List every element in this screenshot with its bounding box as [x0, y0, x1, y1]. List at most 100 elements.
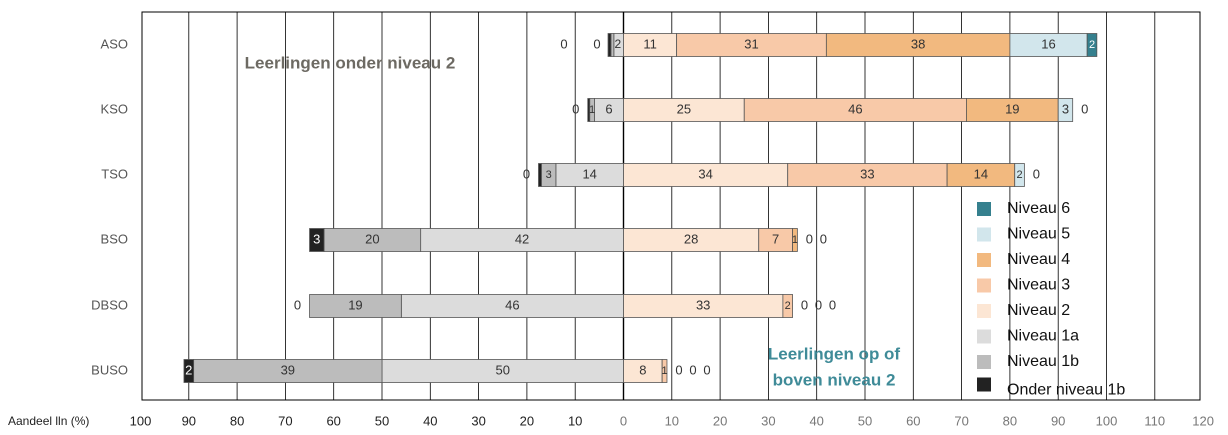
x-tick-label: 20: [713, 413, 727, 428]
data-label: 3: [313, 231, 320, 246]
bar-segment: [610, 33, 615, 57]
data-label: 42: [515, 231, 529, 246]
data-label: 0: [703, 362, 710, 377]
data-label: 19: [1005, 101, 1019, 116]
bar-segment: [1086, 33, 1098, 57]
category-label: KSO: [101, 101, 128, 116]
data-label: 11: [643, 36, 657, 51]
data-label: 0: [1033, 166, 1040, 181]
legend-label: Niveau 3: [1007, 277, 1070, 294]
x-tick-label: 60: [906, 413, 920, 428]
data-label: 1: [792, 234, 798, 246]
bar-segment: [309, 228, 325, 252]
data-label: 7: [772, 231, 779, 246]
data-label: 2: [1089, 39, 1095, 51]
legend-label: Niveau 5: [1007, 226, 1070, 243]
x-tick-label: 20: [520, 413, 534, 428]
x-tick-label: 50: [858, 413, 872, 428]
x-tick-label: 50: [375, 413, 389, 428]
data-label: 2: [185, 362, 192, 377]
bar-segment: [183, 359, 195, 383]
data-label: 3: [1062, 101, 1069, 116]
data-label: 34: [698, 166, 712, 181]
legend-label: Onder niveau 1b: [1007, 382, 1125, 399]
annotation-below-level2: Leerlingen onder niveau 2: [245, 53, 456, 72]
data-label: 3: [546, 169, 552, 181]
legend-swatch: [977, 202, 991, 216]
legend-swatch: [977, 227, 991, 242]
annotation-above-level2: Leerlingen op of: [768, 344, 901, 363]
x-tick-label: 10: [568, 413, 582, 428]
plot-frame: [141, 11, 1201, 401]
data-label: 46: [505, 297, 519, 312]
bar-segment: [1014, 163, 1025, 187]
legend-swatch: [977, 355, 991, 369]
legend-swatch: [977, 278, 991, 293]
x-tick-label: 30: [471, 413, 485, 428]
legend-label: Niveau 4: [1007, 251, 1070, 268]
legend-label: Niveau 1a: [1007, 328, 1079, 345]
x-tick-label: 120: [1192, 413, 1214, 428]
data-label: 6: [605, 101, 612, 116]
bar-segment: [661, 359, 668, 383]
data-label: 1: [589, 104, 595, 116]
data-label: 0: [560, 36, 567, 51]
legend-swatch: [977, 377, 991, 392]
category-label: BUSO: [91, 362, 128, 377]
data-label: 31: [744, 36, 758, 51]
x-tick-label: 90: [1051, 413, 1065, 428]
category-label: ASO: [101, 36, 128, 51]
data-label: 2: [614, 37, 621, 51]
x-tick-label: 60: [326, 413, 340, 428]
bar-segment: [792, 228, 798, 252]
x-axis-label: Aandeel lln (%): [8, 414, 89, 428]
data-label: 0: [523, 166, 530, 181]
data-label: 0: [829, 297, 836, 312]
legend-label: Niveau 6: [1007, 200, 1070, 217]
data-label: 0: [806, 231, 813, 246]
bar-segment: [607, 33, 612, 57]
data-label: 28: [684, 231, 698, 246]
data-label: 8: [639, 362, 646, 377]
data-label: 25: [677, 101, 691, 116]
data-label: 14: [974, 166, 988, 181]
data-label: 2: [785, 300, 791, 312]
bar-segment: [538, 163, 542, 187]
x-tick-label: 70: [278, 413, 292, 428]
legend-label: Niveau 2: [1007, 302, 1070, 319]
x-tick-label: 40: [423, 413, 437, 428]
data-label: 33: [696, 297, 710, 312]
category-label: TSO: [101, 166, 128, 181]
data-label: 0: [675, 362, 682, 377]
bar-segment: [309, 294, 402, 318]
data-label: 50: [496, 362, 510, 377]
x-tick-label: 40: [809, 413, 823, 428]
data-label: 19: [348, 297, 362, 312]
legend-swatch: [977, 329, 991, 344]
x-tick-label: 0: [620, 413, 627, 428]
category-label: DBSO: [91, 297, 128, 312]
bar-segment: [782, 294, 793, 318]
data-label: 0: [815, 297, 822, 312]
data-label: 16: [1041, 36, 1055, 51]
data-label: 0: [1081, 101, 1088, 116]
x-tick-label: 30: [761, 413, 775, 428]
legend-label: Niveau 1b: [1007, 353, 1079, 370]
data-label: 20: [365, 231, 379, 246]
data-label: 0: [689, 362, 696, 377]
data-label: 1: [661, 365, 667, 377]
bar-segment: [587, 98, 591, 122]
legend-swatch: [977, 253, 991, 267]
data-label: 14: [582, 166, 596, 181]
data-label: 39: [281, 362, 295, 377]
annotation-above-level2: boven niveau 2: [773, 370, 896, 389]
data-label: 0: [572, 101, 579, 116]
x-tick-label: 70: [954, 413, 968, 428]
data-label: 0: [820, 231, 827, 246]
legend-swatch: [977, 304, 991, 318]
data-label: 33: [860, 166, 874, 181]
data-label: 2: [1016, 169, 1022, 181]
data-label: 38: [911, 36, 925, 51]
data-label: 46: [848, 101, 862, 116]
